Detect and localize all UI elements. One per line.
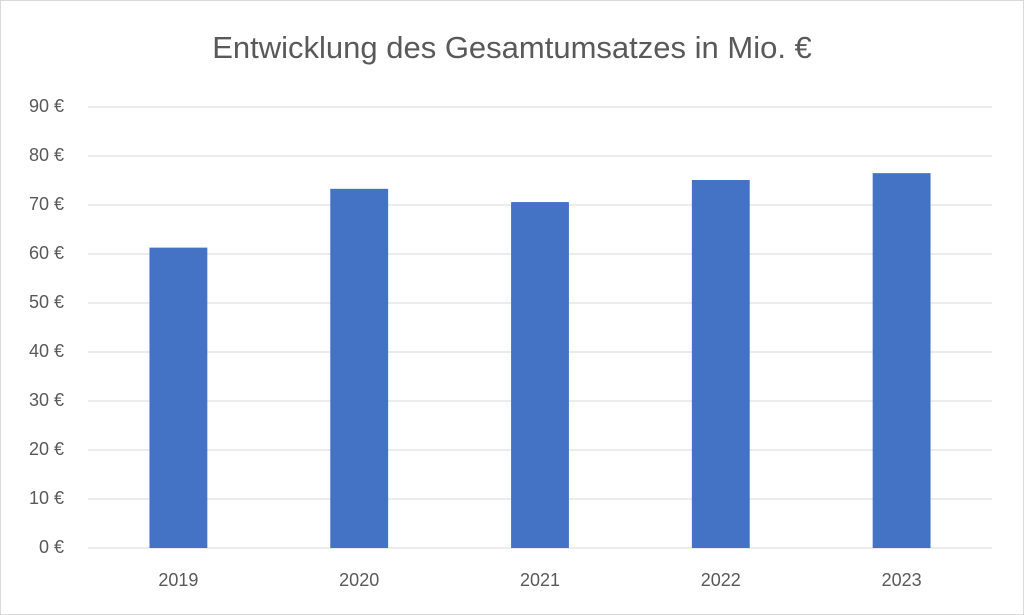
y-tick-label: 10 € (29, 488, 64, 508)
y-tick-label: 90 € (29, 96, 64, 116)
y-tick-label: 50 € (29, 292, 64, 312)
x-tick-label: 2022 (701, 570, 741, 590)
x-tick-label: 2020 (339, 570, 379, 590)
bar (330, 188, 389, 548)
bar (149, 247, 208, 548)
y-tick-label: 70 € (29, 194, 64, 214)
x-tick-label: 2021 (520, 570, 560, 590)
y-tick-label: 80 € (29, 145, 64, 165)
x-tick-label: 2023 (882, 570, 922, 590)
y-tick-label: 20 € (29, 439, 64, 459)
y-tick-label: 30 € (29, 390, 64, 410)
y-tick-label: 60 € (29, 243, 64, 263)
bar (691, 180, 750, 548)
bar (872, 173, 931, 548)
chart-title: Entwicklung des Gesamtumsatzes in Mio. € (212, 30, 812, 65)
x-tick-label: 2019 (158, 570, 198, 590)
bar (511, 202, 569, 548)
y-tick-label: 0 € (39, 537, 64, 557)
y-tick-label: 40 € (29, 341, 64, 361)
